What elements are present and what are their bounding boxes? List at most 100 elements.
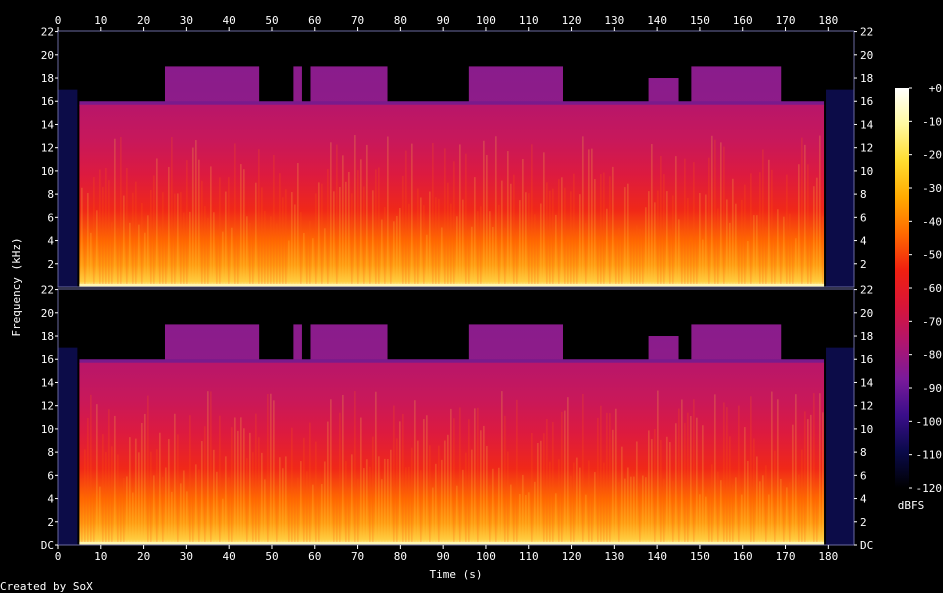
colorbar: +0 -10 -20 -30 -40 -50 -60 -70 -80 -90 -100 -110 -12… — [895, 82, 942, 512]
striation — [768, 494, 770, 545]
striation — [552, 422, 554, 545]
striation — [138, 452, 140, 545]
striation — [711, 135, 713, 287]
striation — [138, 224, 140, 287]
striation — [180, 483, 182, 545]
y-tick-label: 16 — [860, 95, 873, 108]
striation — [513, 174, 515, 287]
striation — [600, 405, 602, 545]
energy-body — [79, 104, 825, 287]
silence-band-end — [826, 347, 854, 545]
striation — [753, 438, 755, 545]
striation — [153, 175, 155, 287]
y-tick-label: 10 — [860, 423, 873, 436]
colorbar-label: dBFS — [898, 499, 925, 512]
striation — [753, 215, 755, 287]
y-tick-label: 14 — [41, 118, 55, 131]
striation — [285, 456, 287, 545]
striation — [204, 426, 206, 545]
striation — [327, 421, 329, 545]
striation — [699, 192, 701, 287]
striation — [111, 446, 113, 545]
striation — [489, 484, 491, 545]
striation — [186, 491, 188, 545]
y-tick-label: 10 — [41, 423, 54, 436]
y-tick-label: 22 — [860, 26, 873, 39]
striation — [672, 195, 674, 287]
y-tick-label: 2 — [860, 516, 867, 529]
striation — [438, 198, 440, 287]
y-axis-label: Frequency (kHz) — [10, 237, 23, 336]
striation — [675, 423, 677, 545]
striation — [96, 210, 98, 287]
striation — [534, 481, 536, 545]
y-tick-label: 22 — [41, 26, 54, 39]
striation — [651, 439, 653, 545]
y-tick-label: 20 — [41, 49, 54, 62]
striation — [732, 178, 734, 287]
striation — [591, 496, 593, 545]
striation — [201, 180, 203, 287]
striation — [564, 187, 566, 287]
striation — [663, 478, 665, 545]
striation — [117, 454, 119, 545]
striation — [597, 417, 599, 545]
channel-panel-2 — [57, 288, 855, 546]
striation — [783, 485, 785, 545]
striation — [81, 498, 83, 545]
striation — [735, 477, 737, 545]
striation — [189, 415, 191, 545]
colorbar-gradient — [895, 88, 909, 488]
striation — [609, 176, 611, 287]
y-tick-label: 4 — [860, 235, 867, 248]
striation — [276, 223, 278, 287]
striation — [795, 238, 797, 287]
dc-line — [79, 542, 825, 545]
striation — [303, 232, 305, 287]
striation — [219, 177, 221, 287]
striation — [798, 474, 800, 545]
striation — [756, 215, 758, 287]
striation — [252, 452, 254, 545]
x-tick-label-bottom: 70 — [351, 550, 364, 563]
striation — [156, 449, 158, 545]
striation — [135, 438, 137, 545]
x-tick-label-top: 170 — [776, 14, 796, 27]
striation — [492, 227, 494, 287]
striation — [510, 183, 512, 287]
striation — [489, 211, 491, 287]
striation — [819, 135, 821, 287]
striation — [306, 471, 308, 545]
y-tick-label: 4 — [860, 493, 867, 506]
striation — [108, 180, 110, 287]
striation — [165, 467, 167, 545]
striation — [198, 159, 200, 287]
striation — [414, 400, 416, 545]
y-tick-label: 20 — [860, 49, 873, 62]
striation — [309, 221, 311, 287]
striation — [747, 241, 749, 287]
spectrogram-panels — [57, 30, 855, 546]
colorbar-tick-label: -30 — [922, 182, 942, 195]
striation — [240, 417, 242, 545]
striation — [372, 436, 374, 545]
striation — [309, 422, 311, 545]
x-tick-label-bottom: 180 — [818, 550, 838, 563]
striation — [402, 175, 404, 287]
striation — [165, 236, 167, 287]
striation — [642, 475, 644, 545]
striation — [780, 239, 782, 287]
x-tick-label-top: 130 — [604, 14, 624, 27]
striation — [423, 419, 425, 545]
y-tick-label: 22 — [41, 284, 54, 297]
y-tick-label: 10 — [860, 165, 873, 178]
striation — [654, 202, 656, 287]
striation — [615, 239, 617, 287]
striation — [771, 391, 773, 545]
striation — [612, 166, 614, 287]
striation — [351, 193, 353, 287]
striation — [468, 232, 470, 287]
y-tick-label: 14 — [860, 376, 874, 389]
striation — [711, 464, 713, 545]
striation — [258, 437, 260, 545]
